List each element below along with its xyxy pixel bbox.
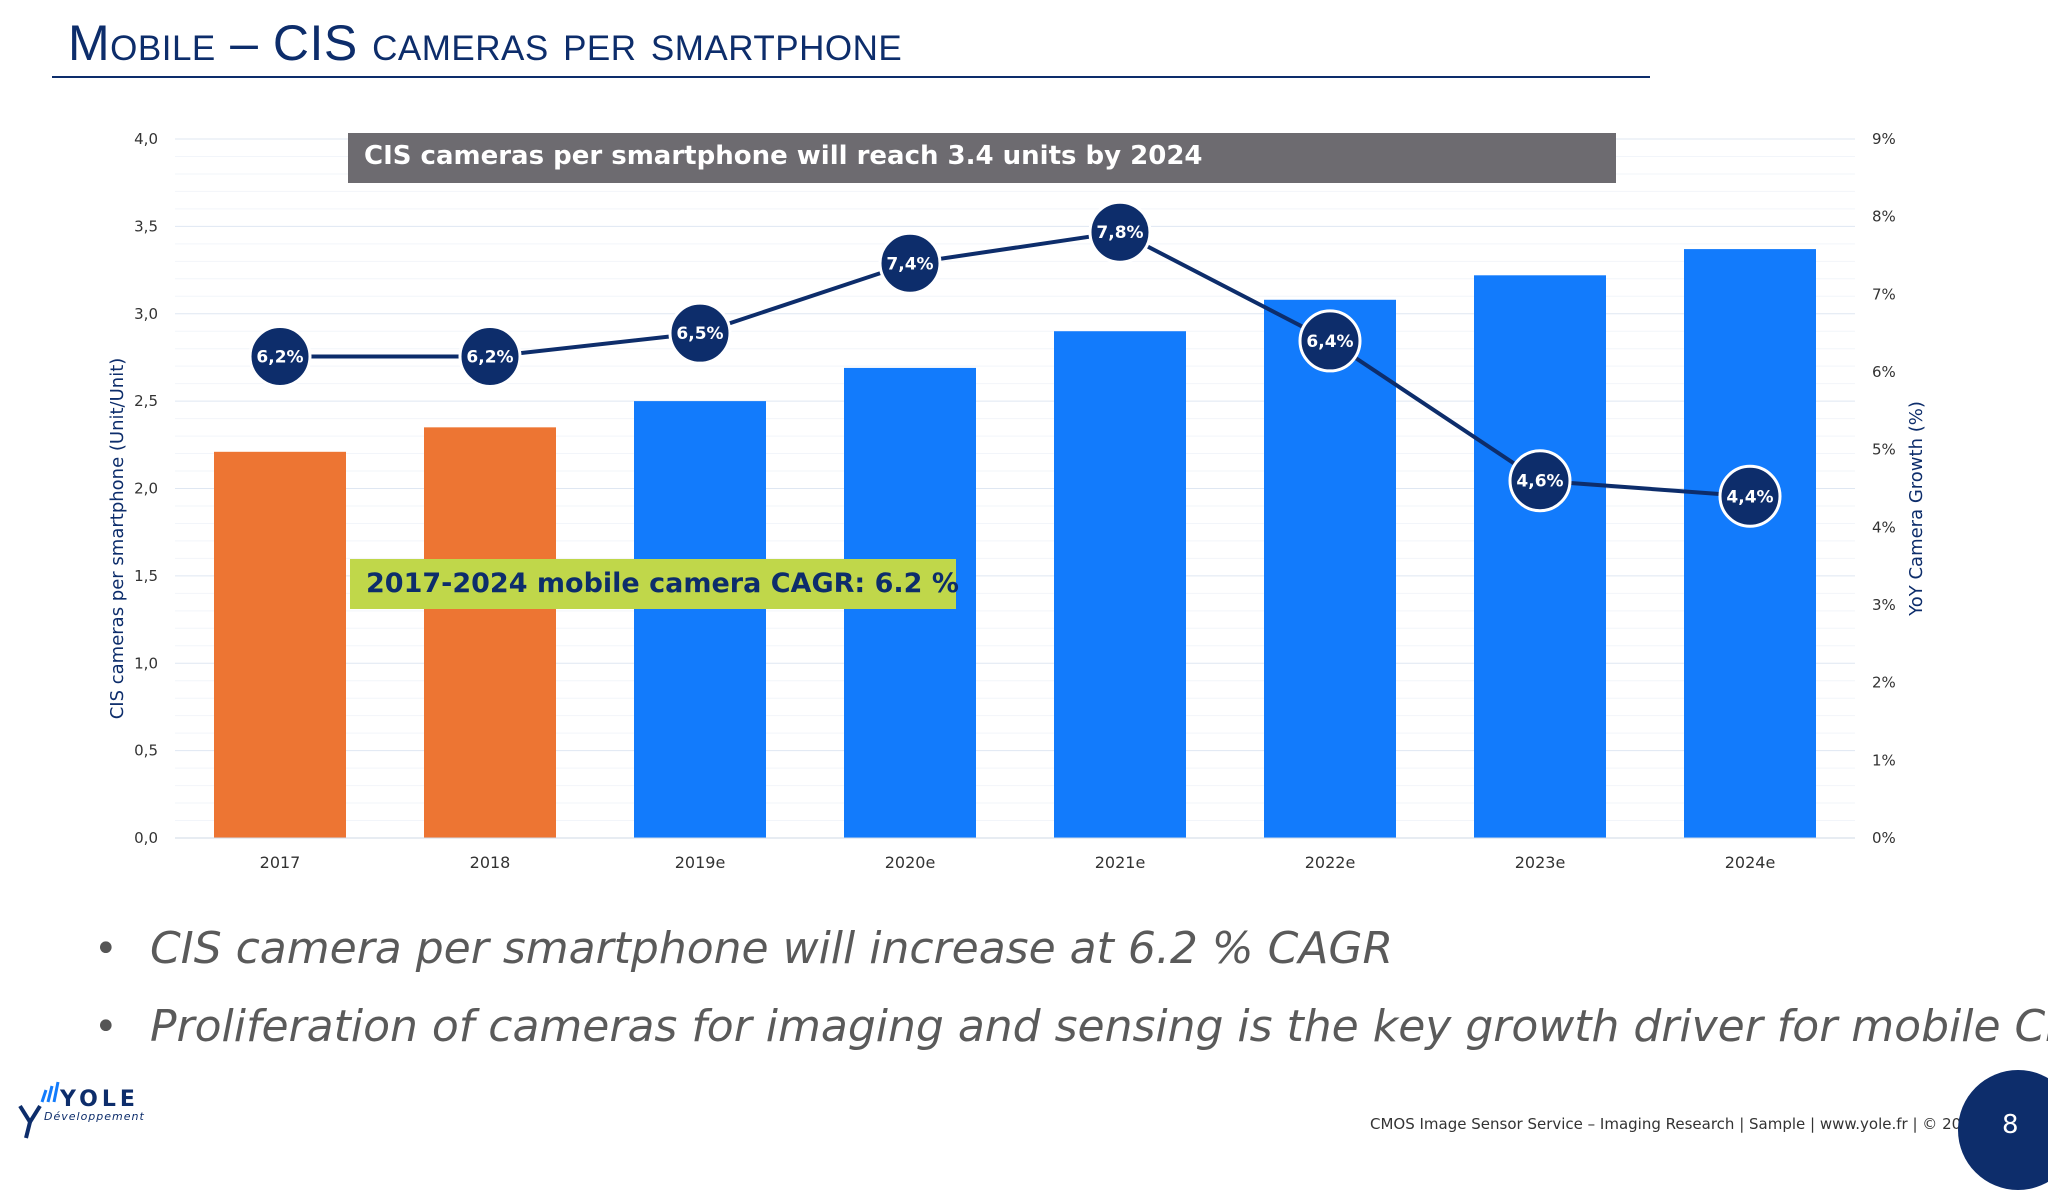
bullet-text: Proliferation of cameras for imaging and… [150,1001,2048,1052]
bars [214,249,1816,838]
y-left-axis-title: CIS cameras per smartphone (Unit/Unit) [107,358,128,720]
growth-label: 7,8% [1096,223,1143,243]
growth-marker [248,324,312,388]
bullet-dot: • [94,1004,118,1050]
bar-2021e [1054,331,1186,838]
growth-label: 4,6% [1516,472,1563,492]
bullet-item: • Proliferation of cameras for imaging an… [90,988,2048,1066]
growth-marker [1088,200,1152,264]
logo-name: YOLE [59,1087,139,1112]
y-right-tick-label: 2% [1872,674,1896,692]
bar-2017 [214,451,346,838]
y-left-tick-label: 2,0 [134,480,158,498]
growth-marker [1298,309,1362,373]
bullet-item: • CIS camera per smartphone will increase… [90,910,2048,988]
x-tick-label: 2019e [675,853,726,872]
y-left-tick-label: 0,0 [134,829,158,847]
x-tick-label: 2023e [1515,853,1566,872]
growth-label: 6,2% [256,347,303,367]
growth-markers: 6,2% 6,2% 6,5% 7,4% 7,8% 6,4% 4,6% 4,4% [248,200,1782,528]
x-tick-label: 2021e [1095,853,1146,872]
footer-text: CMOS Image Sensor Service – Imaging Rese… [1370,1115,1981,1133]
y-left-tick-label: 4,0 [134,130,158,148]
y-right-tick-label: 1% [1872,751,1896,769]
page-number: 8 [2002,1110,2019,1140]
y-right-axis-title: YoY Camera Growth (%) [1906,401,1927,617]
logo-subtitle: Développement [44,1110,145,1123]
growth-marker [1718,464,1782,528]
growth-polyline [280,230,1751,499]
growth-marker [668,301,732,365]
growth-marker [1508,449,1572,513]
y-right-tick-label: 9% [1872,130,1896,148]
growth-label: 6,2% [466,347,513,367]
axes: 0,00,51,01,52,02,53,03,54,00%1%2%3%4%5%6… [107,130,1927,872]
y-right-tick-label: 7% [1872,285,1896,303]
growth-label: 4,4% [1726,487,1773,507]
growth-label: 7,4% [886,254,933,274]
y-right-tick-label: 3% [1872,596,1896,614]
callout-bar: CIS cameras per smartphone will reach 3.… [348,133,1616,183]
y-right-tick-label: 5% [1872,441,1896,459]
growth-marker [458,324,522,388]
bar-2024e [1684,249,1816,838]
y-left-tick-label: 3,0 [134,305,158,323]
y-right-tick-label: 4% [1872,518,1896,536]
y-left-tick-label: 1,0 [134,654,158,672]
yole-logo: YOLE Développement [18,1081,145,1139]
x-tick-label: 2024e [1725,853,1776,872]
bar-2022e [1264,299,1396,838]
camera-chart: 6,2% 6,2% 6,5% 7,4% 7,8% 6,4% 4,6% 4,4% 0,0 0,5 1… [107,130,1927,872]
y-left-tick-label: 1,5 [134,567,158,585]
bullet-text: CIS camera per smartphone will increase … [150,923,1394,974]
y-right-tick-label: 6% [1872,363,1896,381]
y-right-tick-label: 0% [1872,829,1896,847]
growth-label: 6,4% [1306,332,1353,352]
y-left-tick-label: 0,5 [134,742,158,760]
y-left-tick-label: 2,5 [134,392,158,410]
x-tick-label: 2022e [1305,853,1356,872]
callout-text: CIS cameras per smartphone will reach 3.… [364,141,1203,171]
bar-2023e [1474,275,1606,838]
bullet-dot: • [94,926,118,972]
y-right-tick-label: 8% [1872,208,1896,226]
bar-2019e [634,401,766,838]
cagr-box: 2017-2024 mobile camera CAGR: 6.2 % [350,559,959,609]
growth-line [280,230,1751,499]
x-tick-label: 2020e [885,853,936,872]
title-divider [52,76,1650,78]
x-tick-label: 2017 [260,853,301,872]
cagr-text: 2017-2024 mobile camera CAGR: 6.2 % [366,568,959,599]
growth-marker [878,231,942,295]
slide-title: Mobile – CIS cameras per smartphone [68,15,903,71]
x-tick-label: 2018 [470,853,511,872]
growth-label: 6,5% [676,324,723,344]
y-left-tick-label: 3,5 [134,217,158,235]
bullet-list: • CIS camera per smartphone will increase… [90,910,2048,1066]
bar-2018 [424,427,556,838]
